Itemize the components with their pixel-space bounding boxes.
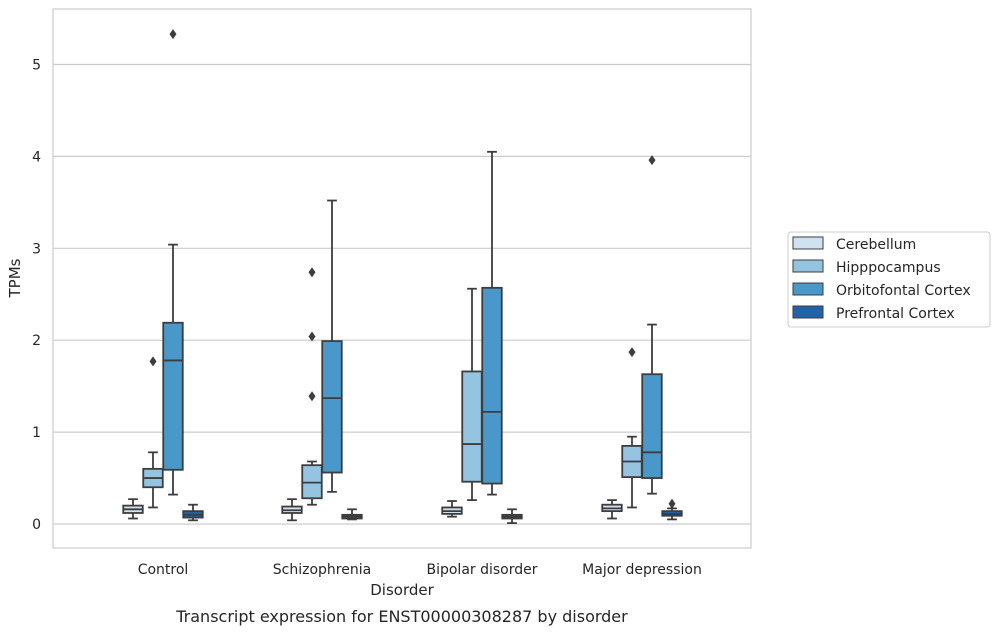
box-plot [281,498,303,522]
y-tick-label: 5 [32,58,41,74]
box-plot [341,508,363,521]
series-hipppocampus [142,267,643,509]
box-plot [441,500,463,518]
outlier-point [169,29,177,40]
box-plot [301,267,323,506]
legend-label: Cerebellum [836,237,916,253]
outlier-point [648,155,656,166]
box-plot [501,508,523,524]
legend-label: Hipppocampus [836,260,941,276]
legend-frame [787,231,991,328]
outlier-point [149,356,157,367]
outlier-point [308,391,316,402]
outlier-point [308,267,316,278]
box-plot [122,498,144,520]
y-tick-label: 2 [32,333,41,349]
y-tick-label: 4 [32,149,41,165]
box-plot [601,499,623,520]
outlier-point [668,498,676,509]
box-plot-series [122,29,683,524]
legend-swatch [792,305,824,319]
box-plot [321,199,343,493]
legend-swatch [792,259,824,273]
box-plot [182,503,204,522]
series-prefrontal-cortex [182,498,683,524]
legend-swatch [792,236,824,250]
box-plot [641,155,663,495]
outlier-point [628,347,636,358]
x-tick-label: Major depression [582,562,702,578]
chart-caption: Transcript expression for ENST0000030828… [175,607,628,626]
x-axis-ticks: Control Schizophrenia Bipolar disorder Majo… [138,562,702,578]
outlier-point [308,331,316,342]
x-tick-label: Bipolar disorder [426,562,537,578]
y-axis-label: TPMs [6,258,24,298]
box-plot [461,287,483,502]
box-iqr [461,370,483,483]
legend: Cerebellum Hipppocampus Orbitofontal Corte… [787,231,991,328]
plot-area-frame [52,8,752,549]
y-tick-label: 1 [32,425,41,441]
legend-swatch [792,282,824,296]
series-cerebellum [122,498,623,522]
box-plot [162,29,184,496]
box-plot [481,150,503,496]
box-iqr [641,373,663,479]
legend-label: Prefrontal Cortex [836,306,955,322]
box-plot [142,356,164,509]
box-iqr [481,286,503,485]
x-tick-label: Schizophrenia [273,562,371,578]
box-iqr [301,464,323,500]
box-iqr [321,340,343,474]
y-tick-label: 3 [32,241,41,257]
box-plot [661,498,683,521]
box-iqr [162,321,184,471]
y-axis-ticks: 0 1 2 3 4 5 [32,58,41,534]
x-tick-label: Control [138,562,189,578]
box-plot [621,347,643,509]
legend-label: Orbitofontal Cortex [836,283,971,299]
x-axis-label: Disorder [370,581,434,599]
series-orbitofontal-cortex [162,29,663,496]
y-tick-label: 0 [32,517,41,533]
